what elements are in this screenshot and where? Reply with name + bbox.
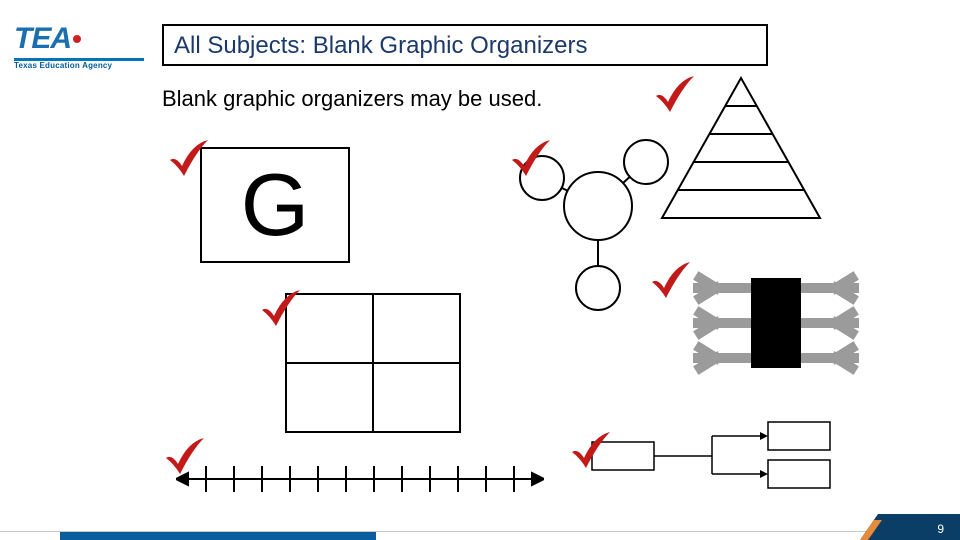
check-icon (652, 72, 696, 116)
page-number: 9 (937, 522, 944, 536)
subtitle-text: Blank graphic organizers may be used. (162, 86, 542, 112)
check-icon (568, 428, 612, 472)
page-title: All Subjects: Blank Graphic Organizers (174, 32, 756, 60)
grid-2x2-organizer (285, 293, 461, 433)
check-icon (258, 286, 302, 330)
check-icon (508, 136, 552, 180)
footer-accent-right (860, 514, 960, 540)
g-box-organizer: G (200, 147, 350, 263)
footer-accent-blue (60, 532, 376, 540)
spider-organizer (676, 258, 876, 388)
check-icon (648, 258, 692, 302)
flow-bracket-organizer (582, 420, 842, 490)
title-box: All Subjects: Blank Graphic Organizers (162, 24, 768, 66)
logo-text: TEA (14, 22, 71, 55)
g-box-letter: G (241, 161, 309, 249)
check-icon (166, 136, 210, 180)
logo-dot-icon (73, 35, 81, 43)
check-icon (162, 434, 206, 478)
tea-logo: TEA Texas Education Agency (14, 22, 144, 72)
number-line-organizer (176, 462, 544, 496)
slide: TEA Texas Education Agency All Subjects:… (0, 0, 960, 540)
logo-subtitle: Texas Education Agency (14, 61, 144, 70)
